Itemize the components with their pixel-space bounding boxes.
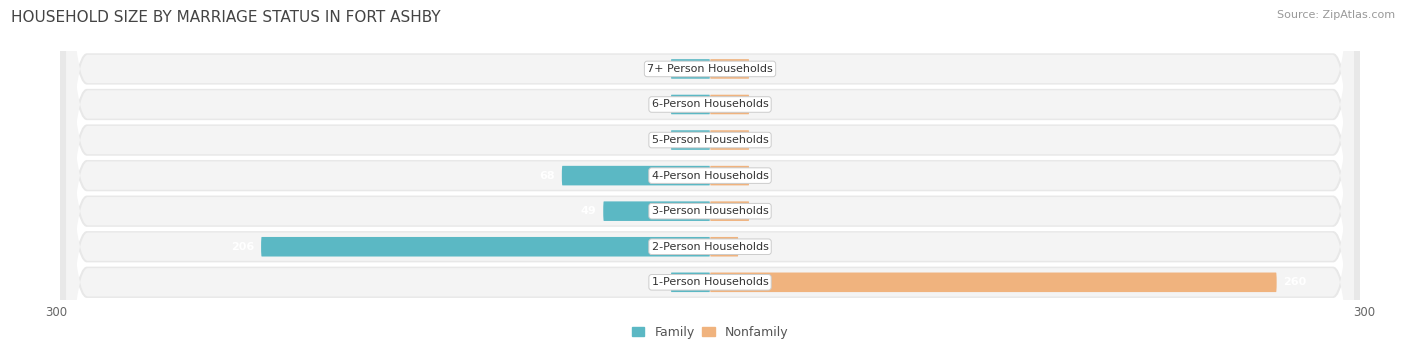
Text: 0: 0 bbox=[657, 100, 664, 109]
FancyBboxPatch shape bbox=[671, 95, 710, 114]
FancyBboxPatch shape bbox=[66, 0, 1354, 341]
Text: 6-Person Households: 6-Person Households bbox=[651, 100, 769, 109]
Text: Source: ZipAtlas.com: Source: ZipAtlas.com bbox=[1277, 10, 1395, 20]
Text: 4-Person Households: 4-Person Households bbox=[651, 170, 769, 181]
FancyBboxPatch shape bbox=[710, 130, 749, 150]
Text: 0: 0 bbox=[756, 206, 763, 216]
Text: 3-Person Households: 3-Person Households bbox=[651, 206, 769, 216]
FancyBboxPatch shape bbox=[671, 272, 710, 292]
FancyBboxPatch shape bbox=[66, 0, 1354, 341]
FancyBboxPatch shape bbox=[603, 202, 710, 221]
FancyBboxPatch shape bbox=[60, 0, 1360, 341]
Text: HOUSEHOLD SIZE BY MARRIAGE STATUS IN FORT ASHBY: HOUSEHOLD SIZE BY MARRIAGE STATUS IN FOR… bbox=[11, 10, 441, 25]
Text: 7+ Person Households: 7+ Person Households bbox=[647, 64, 773, 74]
FancyBboxPatch shape bbox=[710, 272, 1277, 292]
FancyBboxPatch shape bbox=[710, 166, 749, 186]
Text: 68: 68 bbox=[540, 170, 555, 181]
Text: 0: 0 bbox=[756, 100, 763, 109]
FancyBboxPatch shape bbox=[671, 130, 710, 150]
Text: 0: 0 bbox=[657, 64, 664, 74]
FancyBboxPatch shape bbox=[562, 166, 710, 186]
FancyBboxPatch shape bbox=[710, 59, 749, 79]
FancyBboxPatch shape bbox=[60, 0, 1360, 341]
FancyBboxPatch shape bbox=[710, 237, 738, 256]
FancyBboxPatch shape bbox=[60, 0, 1360, 341]
FancyBboxPatch shape bbox=[66, 0, 1354, 341]
FancyBboxPatch shape bbox=[60, 0, 1360, 341]
Text: 49: 49 bbox=[581, 206, 596, 216]
Text: 13: 13 bbox=[745, 242, 761, 252]
Legend: Family, Nonfamily: Family, Nonfamily bbox=[631, 326, 789, 339]
Text: 0: 0 bbox=[756, 135, 763, 145]
FancyBboxPatch shape bbox=[710, 202, 749, 221]
Text: 260: 260 bbox=[1284, 277, 1306, 287]
FancyBboxPatch shape bbox=[671, 59, 710, 79]
Text: 1-Person Households: 1-Person Households bbox=[651, 277, 769, 287]
Text: 2-Person Households: 2-Person Households bbox=[651, 242, 769, 252]
FancyBboxPatch shape bbox=[66, 0, 1354, 341]
Text: 0: 0 bbox=[756, 170, 763, 181]
Text: 0: 0 bbox=[657, 135, 664, 145]
Text: 0: 0 bbox=[756, 64, 763, 74]
FancyBboxPatch shape bbox=[60, 0, 1360, 341]
FancyBboxPatch shape bbox=[710, 95, 749, 114]
FancyBboxPatch shape bbox=[66, 0, 1354, 341]
Text: 0: 0 bbox=[657, 277, 664, 287]
FancyBboxPatch shape bbox=[66, 0, 1354, 341]
Text: 206: 206 bbox=[232, 242, 254, 252]
FancyBboxPatch shape bbox=[66, 0, 1354, 341]
FancyBboxPatch shape bbox=[262, 237, 710, 256]
FancyBboxPatch shape bbox=[60, 0, 1360, 341]
Text: 5-Person Households: 5-Person Households bbox=[651, 135, 769, 145]
FancyBboxPatch shape bbox=[60, 0, 1360, 341]
